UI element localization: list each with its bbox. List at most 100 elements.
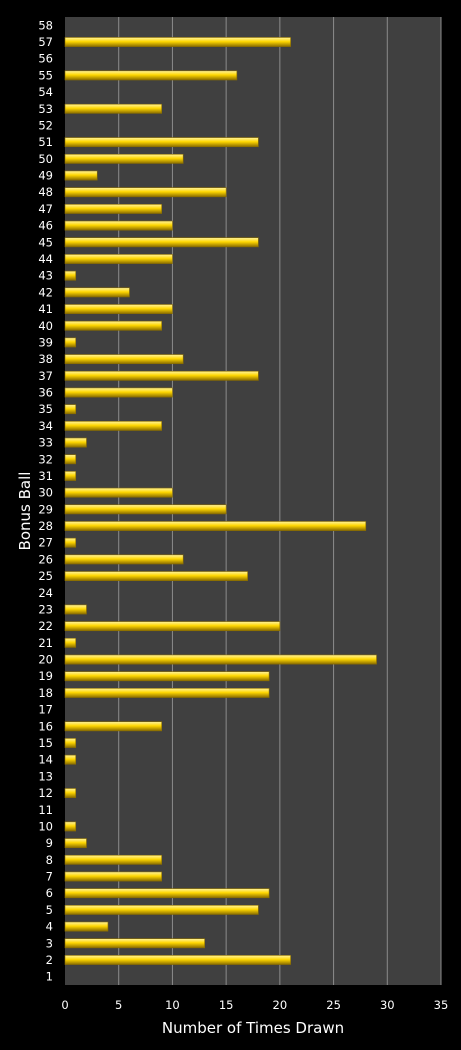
y-tick-label: 14 (38, 753, 53, 767)
bar-ball-23 (64, 604, 87, 615)
x-tick-label: 10 (165, 998, 180, 1012)
y-tick-label: 9 (46, 836, 53, 850)
plot-area (65, 17, 441, 985)
y-tick-label: 7 (46, 870, 53, 884)
bar-ball-20 (64, 654, 377, 665)
y-tick-label: 54 (38, 85, 53, 99)
bar-ball-47 (64, 204, 162, 214)
bar-ball-51 (64, 137, 259, 148)
bar-ball-19 (64, 671, 270, 682)
bar-ball-36 (64, 387, 173, 398)
bar-ball-39 (64, 337, 77, 348)
y-tick-labels: 1234567891011121314151617181920212223242… (38, 18, 53, 983)
bar-ball-9 (64, 838, 87, 849)
y-tick-label: 53 (38, 102, 53, 116)
x-tick-label: 0 (61, 998, 68, 1012)
bar-ball-15 (64, 738, 77, 748)
y-tick-label: 35 (38, 402, 53, 416)
y-tick-label: 45 (38, 235, 53, 249)
bar-ball-44 (64, 254, 173, 264)
y-tick-label: 10 (38, 819, 53, 833)
bar-ball-48 (64, 187, 227, 198)
x-tick-label: 30 (380, 998, 395, 1012)
bar-ball-7 (64, 871, 162, 882)
y-tick-label: 36 (38, 386, 53, 400)
y-tick-label: 23 (38, 602, 53, 616)
gridlines (118, 17, 442, 985)
y-tick-label: 56 (38, 52, 53, 66)
bar-ball-4 (64, 921, 109, 932)
x-tick-labels: 0 5 10 15 20 25 30 35 (61, 998, 448, 1012)
y-tick-label: 18 (38, 686, 53, 700)
y-tick-label: 21 (38, 636, 53, 650)
bar-ball-49 (64, 170, 98, 181)
bar-ball-12 (64, 788, 77, 798)
x-tick-label: 5 (115, 998, 122, 1012)
y-tick-label: 38 (38, 352, 53, 366)
bar-ball-53 (64, 103, 162, 114)
bar-ball-6 (64, 888, 270, 899)
y-tick-label: 1 (46, 970, 53, 984)
y-tick-label: 3 (46, 936, 53, 950)
bar-ball-35 (64, 404, 77, 415)
bar-ball-3 (64, 938, 205, 949)
y-tick-label: 5 (46, 903, 53, 917)
y-tick-label: 8 (46, 853, 53, 867)
bar-ball-21 (64, 637, 77, 648)
bar-ball-32 (64, 454, 77, 465)
bar-ball-33 (64, 437, 87, 448)
x-tick-label: 20 (273, 998, 288, 1012)
y-tick-label: 46 (38, 219, 53, 233)
bar-ball-45 (64, 237, 259, 248)
y-tick-label: 28 (38, 519, 53, 533)
bars (64, 37, 377, 965)
y-tick-label: 22 (38, 619, 53, 633)
y-tick-label: 15 (38, 736, 53, 750)
bar-ball-42 (64, 287, 130, 298)
bar-ball-38 (64, 354, 184, 365)
y-tick-label: 27 (38, 536, 53, 550)
bar-ball-41 (64, 304, 173, 314)
bar-ball-16 (64, 721, 162, 732)
y-tick-label: 12 (38, 786, 53, 800)
y-tick-label: 33 (38, 436, 53, 450)
y-tick-label: 20 (38, 653, 53, 667)
y-tick-label: 31 (38, 469, 53, 483)
y-axis-title: Bonus Ball (16, 472, 34, 551)
bar-ball-28 (64, 521, 367, 531)
bar-ball-27 (64, 537, 77, 548)
y-tick-label: 49 (38, 169, 53, 183)
y-tick-label: 40 (38, 319, 53, 333)
y-tick-label: 24 (38, 586, 53, 600)
y-tick-label: 43 (38, 269, 53, 283)
bar-ball-5 (64, 905, 259, 915)
bar-ball-40 (64, 320, 162, 331)
bar-ball-25 (64, 571, 248, 581)
y-tick-label: 25 (38, 569, 53, 583)
bar-ball-37 (64, 370, 259, 381)
x-tick-label: 25 (326, 998, 341, 1012)
bar-ball-50 (64, 153, 184, 164)
bar-ball-18 (64, 688, 270, 698)
bar-ball-14 (64, 754, 77, 765)
y-tick-label: 16 (38, 719, 53, 733)
bar-ball-34 (64, 421, 162, 431)
y-tick-label: 44 (38, 252, 53, 266)
bar-ball-29 (64, 504, 227, 515)
x-tick-label: 15 (219, 998, 234, 1012)
y-tick-label: 41 (38, 302, 53, 316)
y-tick-label: 39 (38, 335, 53, 349)
y-tick-label: 4 (46, 920, 53, 934)
y-tick-label: 29 (38, 502, 53, 516)
y-tick-label: 32 (38, 452, 53, 466)
y-tick-label: 42 (38, 285, 53, 299)
bar-ball-30 (64, 487, 173, 498)
y-tick-label: 50 (38, 152, 53, 166)
y-tick-label: 48 (38, 185, 53, 199)
bar-ball-31 (64, 471, 77, 481)
bar-ball-57 (64, 37, 291, 47)
y-tick-label: 47 (38, 202, 53, 216)
y-tick-label: 58 (38, 18, 53, 32)
